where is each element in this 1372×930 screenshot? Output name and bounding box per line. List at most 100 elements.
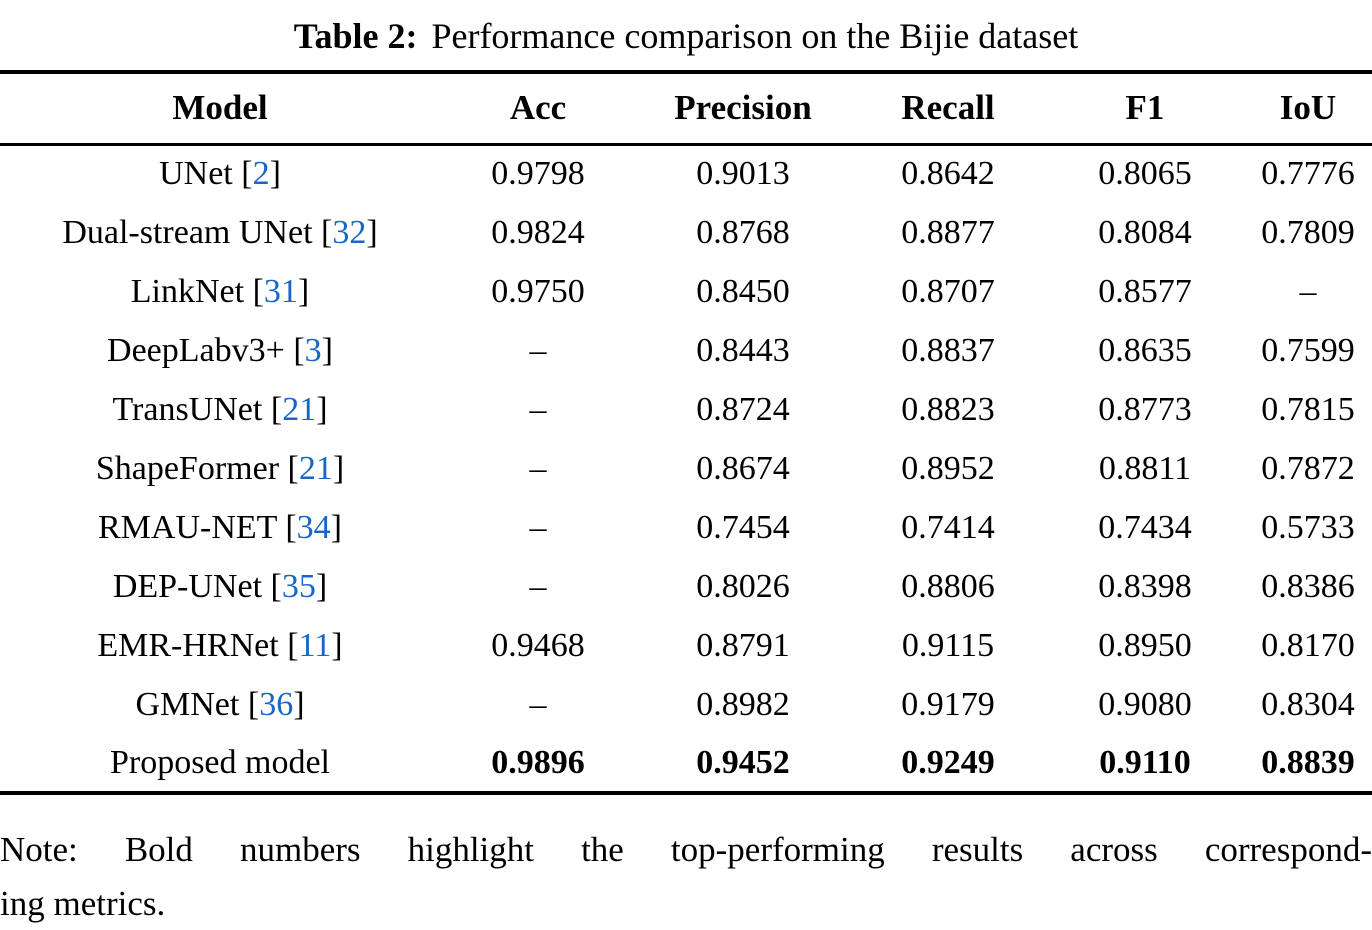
metric-cell: 0.8952 [901,449,995,487]
citation-link[interactable]: 21 [282,390,317,428]
model-cell: LinkNet [31] [0,262,440,321]
metric-cell: 0.9249 [901,743,995,781]
citation-bracket-open: [ [279,449,299,487]
citation-link[interactable]: 35 [281,567,316,605]
table-body: UNet [2] 0.9798 0.9013 0.8642 0.8065 0.7776 Du… [0,144,1372,793]
metric-cell: 0.8386 [1261,567,1355,605]
metric-cell: 0.9468 [491,626,585,664]
citation-bracket-close: ] [331,626,343,664]
metric-cell: – [529,508,547,546]
metric-cell: 0.8450 [696,272,790,310]
metric-cell: 0.7776 [1261,155,1355,193]
metric-cell: – [529,449,547,487]
metric-cell: 0.8026 [696,567,790,605]
model-cell: UNet [2] [0,144,440,203]
metric-cell: – [1299,272,1317,310]
metric-cell: 0.8791 [696,626,790,664]
metric-cell: 0.8724 [696,390,790,428]
column-header-f1: F1 [1125,88,1165,128]
metric-cell: 0.8811 [1098,449,1192,487]
table-row: RMAU-NET [34] – 0.7454 0.7414 0.7434 0.5733 [0,498,1372,557]
metric-cell: 0.8877 [901,213,995,251]
citation-link[interactable]: 36 [259,685,294,723]
table-row: Proposed model 0.9896 0.9452 0.9249 0.9110 0.… [0,734,1372,793]
table-row: DEP-UNet [35] – 0.8026 0.8806 0.8398 0.8386 [0,557,1372,616]
table-row: EMR-HRNet [11] 0.9468 0.8791 0.9115 0.8950 0.… [0,616,1372,675]
citation-link[interactable]: 21 [298,449,333,487]
citation-bracket-close: ] [293,685,305,723]
metric-cell: 0.7414 [901,508,995,546]
metric-cell: 0.8642 [901,155,995,193]
model-cell: DeepLabv3+ [3] [0,321,440,380]
metric-cell: 0.8170 [1261,626,1355,664]
metric-cell: 0.9080 [1098,685,1192,723]
model-name: DEP-UNet [112,567,263,605]
metric-cell: 0.8674 [696,449,790,487]
citation-bracket-open: [ [232,155,253,193]
model-cell: EMR-HRNet [11] [0,616,440,675]
metric-cell: – [529,685,547,723]
metric-cell: 0.5733 [1261,508,1355,546]
table-row: TransUNet [21] – 0.8724 0.8823 0.8773 0.7815 [0,380,1372,439]
table-note: Note: Bold numbers highlight the top-per… [0,823,1372,930]
citation-bracket-close: ] [332,449,345,487]
table-row: ShapeFormer [21] – 0.8674 0.8952 0.8811 0.787… [0,439,1372,498]
metric-cell: 0.9013 [696,155,790,193]
metric-cell: 0.8084 [1098,213,1192,251]
model-cell: ShapeFormer [21] [0,439,440,498]
citation-link[interactable]: 3 [304,331,322,369]
citation-bracket-open: [ [244,272,264,310]
model-cell: GMNet [36] [0,675,440,734]
metric-cell: 0.7815 [1261,390,1355,428]
metric-cell: 0.7434 [1098,508,1192,546]
table-caption-text: Performance comparison on the Bijie data… [431,16,1079,56]
model-name: LinkNet [130,272,245,310]
metric-cell: 0.9452 [696,743,790,781]
model-cell: DEP-UNet [35] [0,557,440,616]
table-row: Dual-stream UNet [32] 0.9824 0.8768 0.8877 0… [0,203,1372,262]
metric-cell: 0.7809 [1261,213,1355,251]
model-cell: RMAU-NET [34] [0,498,440,557]
table-note-line1: Note: Bold numbers highlight the top-per… [0,830,1372,869]
metric-cell: 0.9750 [491,272,585,310]
metric-cell: 0.8982 [696,685,790,723]
column-header-iou: IoU [1279,88,1337,128]
model-name: UNet [159,155,233,193]
metric-cell: 0.8635 [1098,331,1192,369]
metric-cell: 0.8950 [1098,626,1192,664]
metric-cell: 0.9179 [901,685,995,723]
metric-cell: 0.9115 [901,626,995,664]
metric-cell: 0.7872 [1261,449,1355,487]
metric-cell: 0.9896 [491,743,585,781]
metric-cell: 0.9824 [491,213,585,251]
metric-cell: 0.8823 [901,390,995,428]
citation-link[interactable]: 2 [252,155,270,193]
metric-cell: 0.8707 [901,272,995,310]
citation-link[interactable]: 11 [298,626,332,664]
table-caption-label: Table 2: [293,16,418,56]
metric-cell: 0.8806 [901,567,995,605]
table-row: GMNet [36] – 0.8982 0.9179 0.9080 0.8304 [0,675,1372,734]
metric-cell: – [529,331,547,369]
metric-cell: 0.8768 [696,213,790,251]
citation-link[interactable]: 34 [296,508,331,546]
column-header-precision: Precision [674,88,812,128]
model-name: EMR-HRNet [97,626,279,664]
citation-bracket-open: [ [239,685,260,723]
metric-cell: 0.8065 [1098,155,1192,193]
results-table: Model Acc Precision Recall F1 IoU UNet [… [0,70,1372,795]
metric-cell: 0.8398 [1098,567,1192,605]
table-row: DeepLabv3+ [3] – 0.8443 0.8837 0.8635 0.7599 [0,321,1372,380]
model-name: Dual-stream UNet [62,213,313,251]
table-row: UNet [2] 0.9798 0.9013 0.8642 0.8065 0.7776 [0,144,1372,203]
metric-cell: 0.9110 [1099,743,1191,781]
citation-link[interactable]: 31 [263,272,298,310]
citation-link[interactable]: 32 [332,213,367,251]
citation-bracket-open: [ [262,567,282,605]
table-caption: Table 2: Performance comparison on the B… [0,0,1372,70]
model-name: DeepLabv3+ [107,331,285,369]
model-name: RMAU-NET [98,508,277,546]
citation-bracket-open: [ [276,508,297,546]
model-name: GMNet [135,685,240,723]
metric-cell: – [529,567,547,605]
